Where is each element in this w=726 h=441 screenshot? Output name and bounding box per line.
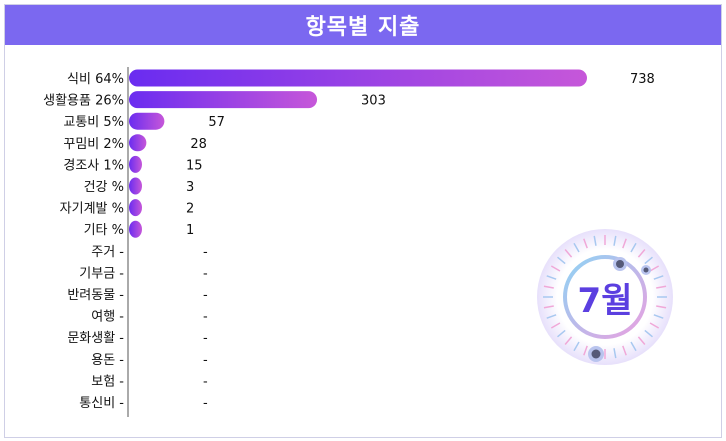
bar	[129, 155, 142, 173]
bar	[129, 220, 142, 238]
bar	[129, 91, 318, 109]
value-label: -	[203, 245, 208, 260]
chart-title: 항목별 지출	[305, 15, 421, 40]
value-label: 57	[208, 115, 225, 130]
dial-graphic	[537, 229, 673, 365]
month-label: 7월	[577, 280, 633, 321]
value-label: -	[203, 310, 208, 325]
value-label: -	[203, 396, 208, 411]
category-label: 주거 -	[91, 245, 124, 260]
category-label: 생활용품 26%	[43, 94, 124, 109]
category-label: 교통비 5%	[63, 115, 124, 130]
value-label: 15	[186, 158, 203, 173]
bar	[129, 199, 142, 217]
chart-frame: 항목별 지출 식비 64% 738 생활용품 26% 303 교통비 5% 57 꾸밈비 2…	[4, 4, 722, 438]
value-label: 3	[186, 180, 194, 195]
category-label: 용돈 -	[91, 353, 124, 368]
bar	[129, 69, 587, 87]
category-label: 보험 -	[91, 374, 124, 389]
value-label: -	[203, 266, 208, 281]
category-label: 여행 -	[91, 309, 124, 325]
category-label: 기타 %	[84, 223, 124, 238]
value-label: 2	[186, 202, 194, 217]
value-label: 28	[190, 137, 207, 152]
category-label: 기부금 -	[79, 266, 124, 281]
month-badge: 7월	[535, 227, 675, 367]
category-label: 꾸밈비 2%	[63, 137, 124, 152]
value-label: 303	[361, 94, 386, 109]
category-label: 식비 64%	[67, 72, 124, 87]
bar	[129, 134, 147, 152]
category-label: 경조사 1%	[63, 158, 124, 173]
header-bar: 항목별 지출	[5, 5, 721, 45]
category-label: 통신비 -	[79, 396, 124, 411]
category-label: 자기계발 %	[60, 202, 124, 217]
value-label: -	[203, 353, 208, 368]
category-label: 반려동물 -	[67, 288, 124, 303]
bar	[129, 177, 142, 195]
value-label: 1	[186, 223, 194, 238]
bar-chart: 식비 64% 738 생활용품 26% 303 교통비 5% 57 꾸밈비 2% 28 경조사 …	[43, 67, 655, 417]
value-label: 738	[630, 72, 655, 87]
value-label: -	[203, 331, 208, 346]
value-label: -	[203, 374, 208, 389]
bar	[129, 112, 165, 130]
value-label: -	[203, 288, 208, 303]
category-label: 문화생활 -	[67, 331, 124, 346]
category-label: 건강 %	[84, 180, 124, 195]
